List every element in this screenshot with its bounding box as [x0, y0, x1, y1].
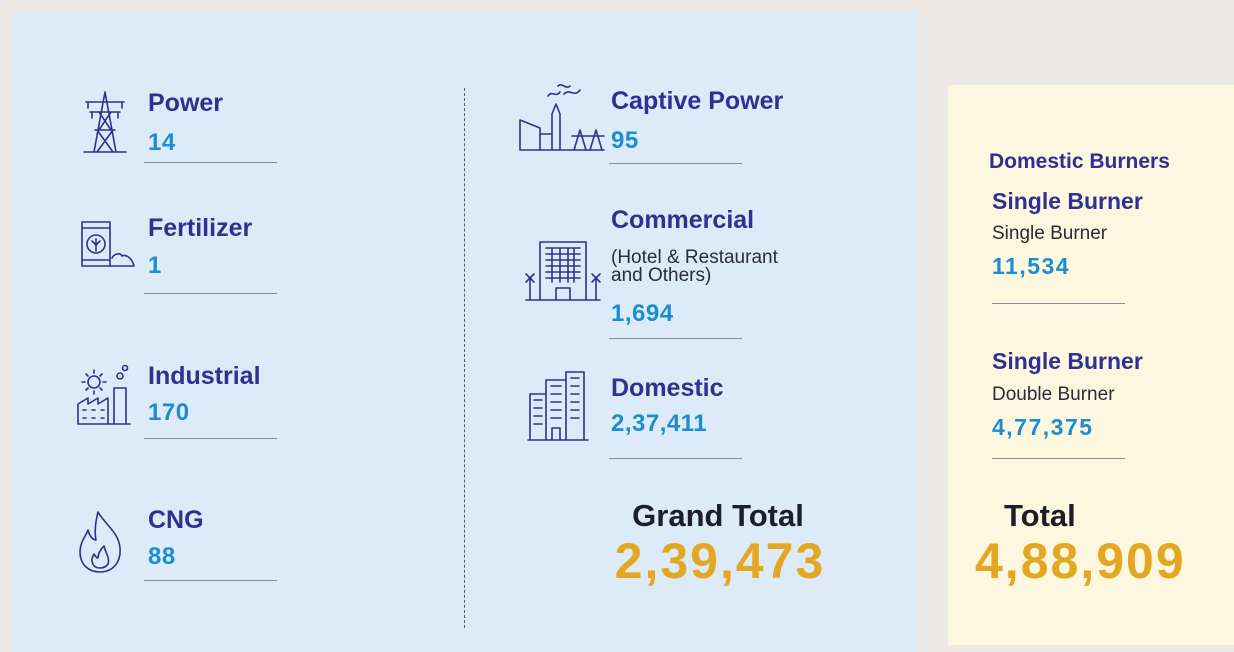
separator — [144, 438, 277, 439]
separator — [144, 293, 277, 294]
separator — [609, 458, 742, 459]
sector-value: 95 — [611, 127, 639, 154]
sector-value: 2,37,411 — [611, 410, 708, 437]
burners-panel — [948, 85, 1234, 645]
commercial-icon — [525, 241, 601, 301]
cng-icon — [79, 511, 121, 573]
sector-name: Captive Power — [611, 87, 784, 115]
burner-name: Single Burner — [992, 348, 1143, 374]
sector-name: Domestic — [611, 374, 724, 402]
sector-name: CNG — [148, 506, 204, 534]
burner-type: Single Burner — [992, 223, 1108, 244]
burners-title: Domestic Burners — [989, 150, 1170, 173]
sector-name: Commercial — [611, 206, 755, 234]
burner-value: 4,77,375 — [992, 414, 1094, 440]
sector-value: 1,694 — [611, 300, 674, 327]
industrial-icon — [77, 364, 131, 425]
sector-name: Industrial — [148, 362, 261, 390]
domestic-icon — [527, 371, 589, 441]
divider — [464, 88, 465, 628]
separator — [992, 303, 1125, 304]
sector-note: and Others) — [611, 265, 712, 286]
separator — [144, 162, 277, 163]
sector-value: 170 — [148, 399, 190, 426]
captive-power-icon — [519, 84, 605, 151]
power-icon — [83, 91, 127, 153]
sector-value: 14 — [148, 129, 176, 156]
consumers-panel — [12, 12, 918, 652]
page: {"sectors_left": [ {"name": "Power", "va… — [12, 12, 1234, 652]
total-label: Total — [1004, 498, 1076, 533]
fertilizer-icon — [81, 221, 135, 267]
burner-value: 11,534 — [992, 253, 1071, 279]
sector-name: Power — [148, 89, 224, 117]
separator — [992, 458, 1125, 459]
total-value: 4,88,909 — [975, 533, 1186, 589]
burner-name: Single Burner — [992, 188, 1143, 214]
separator — [609, 338, 742, 339]
sector-name: Fertilizer — [148, 214, 253, 242]
grand-total-label: Grand Total — [632, 498, 804, 533]
sector-value: 88 — [148, 543, 176, 570]
separator — [609, 163, 742, 164]
burner-type: Double Burner — [992, 384, 1115, 405]
separator — [144, 580, 277, 581]
sector-note: (Hotel & Restaurant — [611, 247, 778, 268]
grand-total-value: 2,39,473 — [614, 533, 826, 589]
sector-value: 1 — [148, 252, 162, 279]
